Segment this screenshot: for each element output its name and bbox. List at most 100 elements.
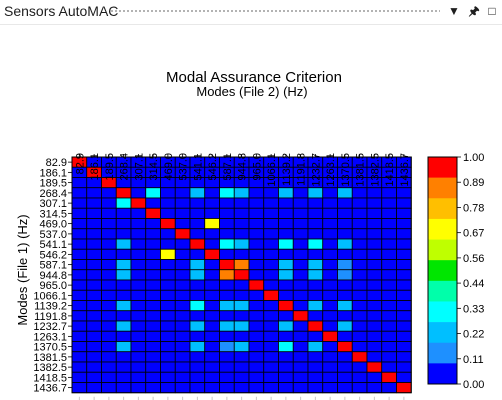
- heatmap-cell: [86, 269, 102, 281]
- heatmap-cell: [366, 371, 383, 383]
- heatmap-cell: [204, 289, 220, 301]
- heatmap-cell: [322, 248, 338, 260]
- y-tick-label: 1191.8: [34, 311, 67, 323]
- heatmap-cell: [115, 310, 132, 322]
- heatmap-cell: [174, 197, 191, 209]
- heatmap-cell: [292, 279, 309, 291]
- heatmap-cell: [115, 382, 132, 394]
- maximize-icon[interactable]: □: [488, 4, 496, 18]
- heatmap-cell: [322, 341, 338, 353]
- heatmap-cell: [115, 248, 132, 260]
- colorbar-label: 0.44: [463, 278, 484, 290]
- y-tick-label: 189.5: [39, 178, 67, 190]
- heatmap-cell: [366, 289, 383, 301]
- x-tick-label: 1191.8: [296, 153, 308, 186]
- heatmap-cell: [322, 382, 338, 394]
- heatmap-cell: [248, 207, 265, 219]
- heatmap-cell: [381, 197, 397, 209]
- x-tick-label: 1232.7: [310, 153, 322, 187]
- heatmap-cell: [219, 289, 235, 301]
- heatmap-cell: [115, 330, 132, 342]
- heatmap-cell: [219, 310, 235, 322]
- heatmap-cell: [189, 197, 206, 209]
- heatmap-cell: [366, 238, 383, 250]
- heatmap-cell: [71, 197, 88, 209]
- y-tick-label: 1381.5: [33, 352, 67, 364]
- heatmap-cell: [174, 382, 191, 394]
- heatmap-cell: [86, 371, 102, 383]
- heatmap-cell: [351, 371, 368, 383]
- heatmap-cell: [130, 197, 147, 209]
- x-tick-label: 944.8: [237, 153, 249, 181]
- heatmap-cell: [322, 218, 338, 230]
- heatmap-cell: [337, 300, 353, 312]
- heatmap-cell: [337, 341, 353, 353]
- dropdown-arrow-icon[interactable]: ▼: [448, 4, 460, 18]
- y-tick-label: 587.1: [39, 260, 67, 272]
- heatmap-cell: [86, 341, 102, 353]
- heatmap-cell: [86, 248, 102, 260]
- heatmap-cell: [396, 300, 412, 312]
- heatmap-cell: [292, 351, 309, 363]
- heatmap-cell: [396, 218, 412, 230]
- heatmap-cell: [351, 279, 368, 291]
- heatmap-cell: [278, 238, 294, 250]
- heatmap-cell: [351, 341, 368, 353]
- heatmap-cell: [160, 289, 176, 301]
- y-tick-label: 1232.7: [33, 321, 67, 333]
- pin-icon[interactable]: 🖈: [468, 4, 480, 18]
- heatmap-cell: [351, 259, 368, 271]
- y-tick-label: 82.9: [46, 157, 67, 169]
- heatmap-cell: [160, 238, 176, 250]
- heatmap-cell: [396, 371, 412, 383]
- heatmap-cell: [248, 330, 265, 342]
- heatmap-cell: [248, 320, 265, 332]
- drag-handle[interactable]: [110, 9, 440, 14]
- heatmap-cell: [263, 197, 279, 209]
- heatmap-cell: [292, 371, 309, 383]
- heatmap-cell: [366, 300, 383, 312]
- heatmap-cell: [396, 320, 412, 332]
- heatmap-cell: [219, 279, 235, 291]
- heatmap-cell: [366, 259, 383, 271]
- heatmap-cell: [322, 259, 338, 271]
- colorbar-segment: [428, 322, 457, 344]
- colorbar-segment: [428, 260, 457, 282]
- heatmap-cell: [71, 238, 88, 250]
- heatmap-cell: [292, 248, 309, 260]
- heatmap-cell: [381, 371, 397, 383]
- y-tick-label: 541.1: [39, 239, 67, 251]
- heatmap-cell: [160, 218, 176, 230]
- heatmap-cell: [322, 279, 338, 291]
- heatmap-cell: [204, 382, 220, 394]
- y-axis-label: Modes (File 1) (Hz): [15, 214, 30, 325]
- heatmap-cell: [248, 269, 265, 281]
- heatmap-cell: [71, 269, 88, 281]
- x-tick-label: 307.1: [133, 153, 145, 181]
- heatmap-cell: [381, 382, 397, 394]
- x-tick-label: 587.1: [222, 153, 234, 181]
- heatmap-cell: [307, 207, 324, 219]
- heatmap-cell: [174, 289, 191, 301]
- heatmap-cell: [189, 187, 206, 199]
- heatmap-cell: [174, 269, 191, 281]
- heatmap-cell: [174, 218, 191, 230]
- heatmap-cell: [381, 310, 397, 322]
- heatmap-cell: [396, 310, 412, 322]
- heatmap-cell: [115, 207, 132, 219]
- heatmap-cell: [189, 371, 206, 383]
- colorbar-label: 0.11: [463, 354, 484, 366]
- heatmap-cell: [278, 187, 294, 199]
- heatmap-cell: [101, 341, 117, 353]
- heatmap-cell: [115, 228, 132, 240]
- heatmap-cell: [292, 330, 309, 342]
- heatmap-cell: [204, 300, 220, 312]
- heatmap-cell: [233, 218, 250, 230]
- heatmap-cell: [71, 361, 88, 373]
- heatmap-cell: [292, 218, 309, 230]
- heatmap-cell: [351, 269, 368, 281]
- heatmap-cell: [351, 300, 368, 312]
- heatmap-cell: [278, 300, 294, 312]
- heatmap-cell: [71, 371, 88, 383]
- heatmap-cell: [145, 289, 161, 301]
